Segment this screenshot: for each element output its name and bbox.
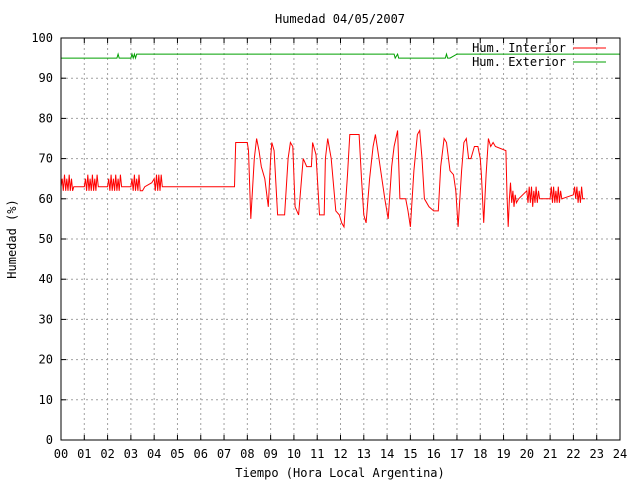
x-tick-label: 05 xyxy=(170,447,184,461)
series-line-hum-exterior xyxy=(61,52,620,60)
axis-ticks xyxy=(60,37,621,441)
x-tick-label: 21 xyxy=(543,447,557,461)
x-axis-tick-labels: 00 01 02 03 04 05 06 07 08 09 10 11 12 13 14 15 16 17 18 19… xyxy=(54,447,627,461)
x-tick-label: 23 xyxy=(589,447,603,461)
grid xyxy=(61,38,620,440)
y-tick-label: 50 xyxy=(39,232,53,246)
x-tick-label: 24 xyxy=(613,447,627,461)
x-tick-label: 01 xyxy=(77,447,91,461)
x-tick-label: 11 xyxy=(310,447,324,461)
series-line-hum-interior xyxy=(60,128,586,229)
y-tick-label: 10 xyxy=(39,393,53,407)
x-tick-label: 14 xyxy=(380,447,394,461)
legend-label: Hum. Interior xyxy=(472,41,566,55)
y-tick-label: 30 xyxy=(39,312,53,326)
x-tick-label: 10 xyxy=(287,447,301,461)
x-tick-label: 12 xyxy=(333,447,347,461)
y-axis-tick-labels: 0 10 20 30 40 50 60 70 80 90 100 xyxy=(31,31,53,447)
y-tick-label: 70 xyxy=(39,152,53,166)
y-tick-label: 40 xyxy=(39,272,53,286)
chart-title: Humedad 04/05/2007 xyxy=(275,12,405,26)
x-tick-label: 08 xyxy=(240,447,254,461)
x-tick-label: 22 xyxy=(566,447,580,461)
y-tick-label: 0 xyxy=(46,433,53,447)
y-tick-label: 90 xyxy=(39,71,53,85)
x-tick-label: 07 xyxy=(217,447,231,461)
x-axis-label: Tiempo (Hora Local Argentina) xyxy=(235,466,445,480)
x-tick-label: 06 xyxy=(194,447,208,461)
x-tick-label: 16 xyxy=(426,447,440,461)
x-tick-label: 03 xyxy=(124,447,138,461)
y-tick-label: 80 xyxy=(39,111,53,125)
y-tick-label: 100 xyxy=(31,31,53,45)
x-tick-label: 02 xyxy=(100,447,114,461)
x-tick-label: 15 xyxy=(403,447,417,461)
legend-label: Hum. Exterior xyxy=(472,55,566,69)
x-tick-label: 18 xyxy=(473,447,487,461)
series-lines xyxy=(60,52,620,229)
x-tick-label: 17 xyxy=(450,447,464,461)
x-tick-label: 04 xyxy=(147,447,161,461)
y-tick-label: 20 xyxy=(39,353,53,367)
x-tick-label: 19 xyxy=(496,447,510,461)
x-tick-label: 00 xyxy=(54,447,68,461)
y-axis-label: Humedad (%) xyxy=(5,199,19,278)
y-tick-label: 60 xyxy=(39,192,53,206)
x-tick-label: 09 xyxy=(263,447,277,461)
x-tick-label: 20 xyxy=(520,447,534,461)
x-tick-label: 13 xyxy=(357,447,371,461)
